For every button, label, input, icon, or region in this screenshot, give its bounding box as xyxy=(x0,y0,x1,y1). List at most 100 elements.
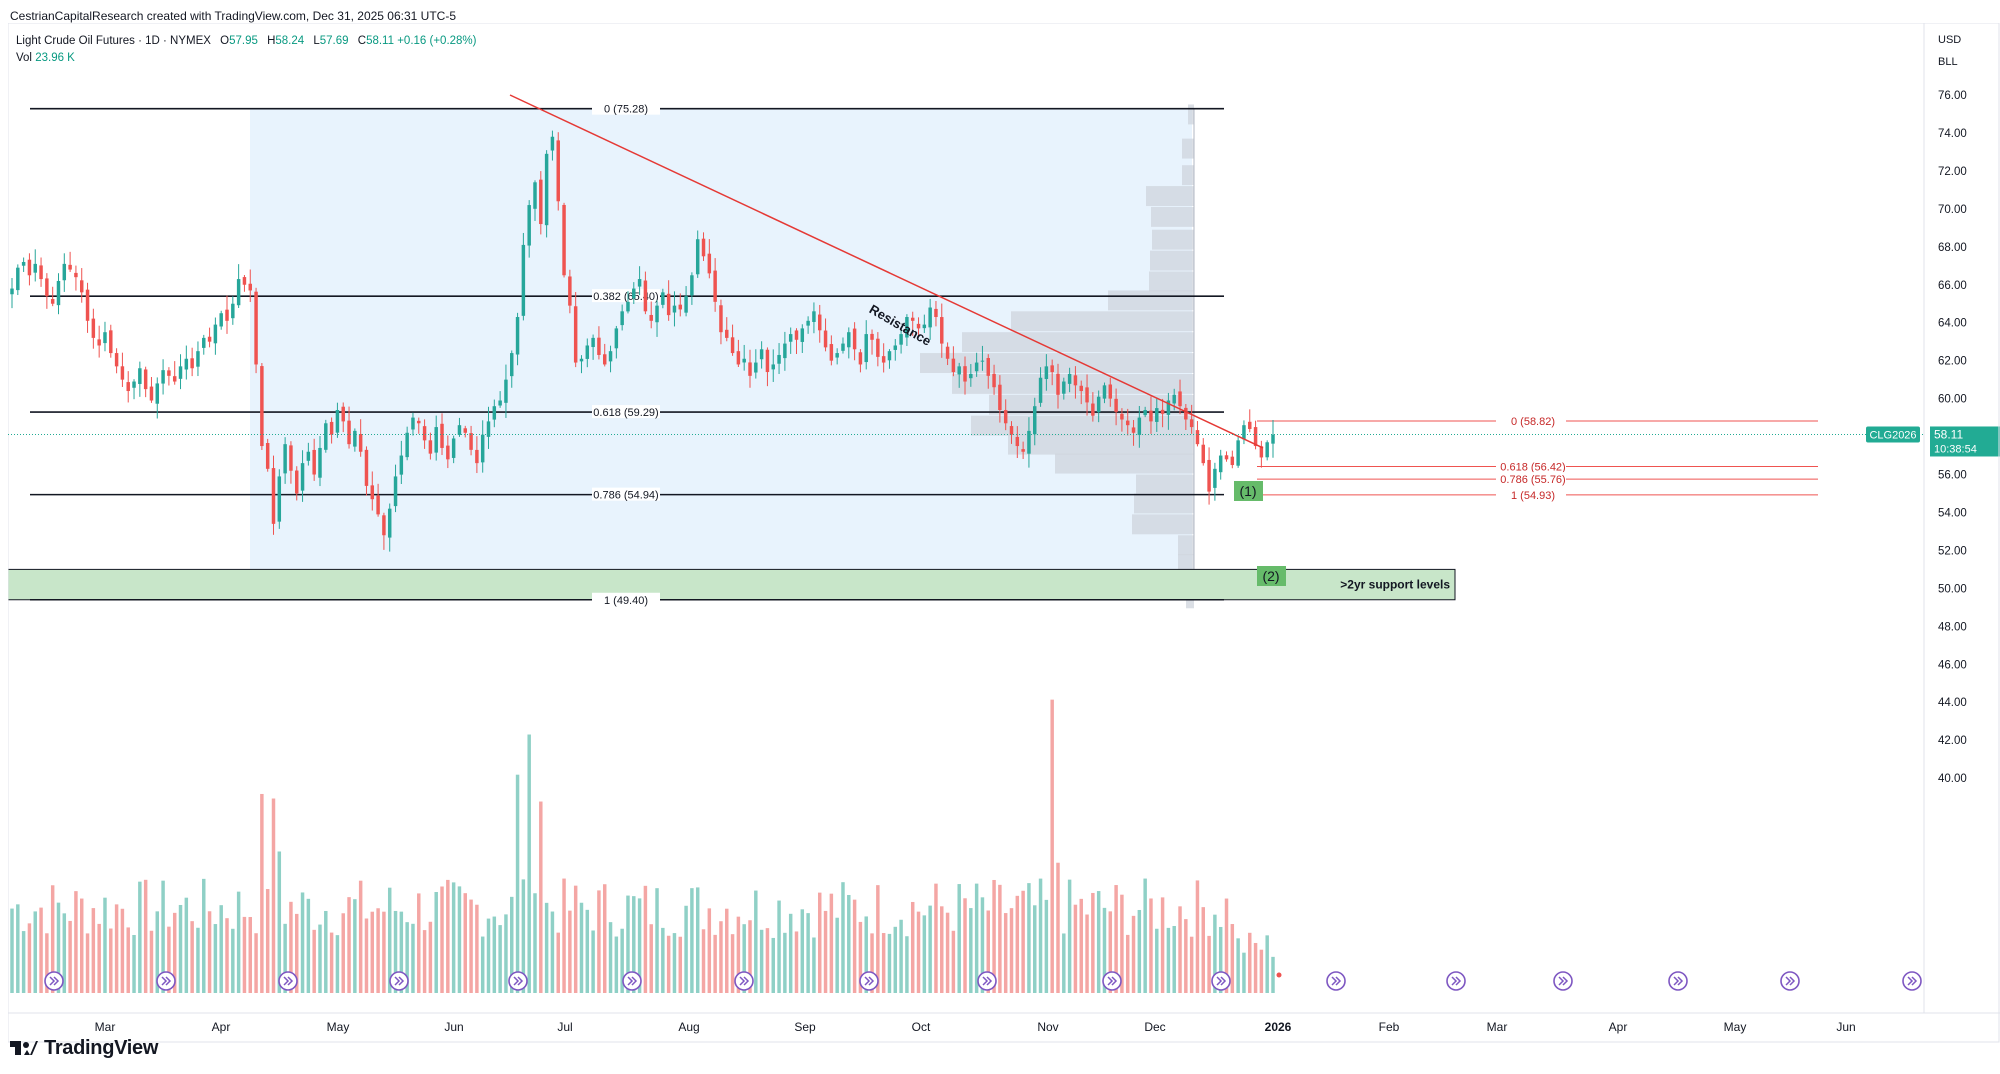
candle xyxy=(1137,417,1142,435)
volume-bar xyxy=(254,933,258,993)
candle xyxy=(1102,385,1107,399)
volume-bar xyxy=(399,911,404,993)
candle xyxy=(1050,365,1054,373)
candle xyxy=(730,337,735,354)
volume-bar xyxy=(1213,914,1217,993)
resistance-line xyxy=(509,94,1264,449)
tradingview-logo[interactable]: TradingView xyxy=(10,1035,158,1061)
candle xyxy=(1265,442,1269,458)
volume-bar xyxy=(10,908,14,993)
event-marker[interactable] xyxy=(508,971,528,991)
volume-profile-bar xyxy=(1178,535,1194,556)
volume-profile-bar xyxy=(1152,229,1194,250)
event-marker[interactable] xyxy=(1668,971,1688,991)
legend-volume-value: 23.96 K xyxy=(35,52,75,64)
candle xyxy=(777,354,781,364)
time-tick-label: Jun xyxy=(1836,1020,1855,1034)
event-marker[interactable] xyxy=(44,971,64,991)
volume-bar xyxy=(928,905,932,993)
event-marker[interactable] xyxy=(859,971,879,991)
volume-bar xyxy=(312,929,316,993)
price-tick-label: 60.00 xyxy=(1938,394,1967,406)
volume-bar xyxy=(1155,928,1159,993)
candle xyxy=(10,288,14,295)
event-marker[interactable] xyxy=(1902,971,1922,991)
candle xyxy=(957,366,961,375)
candle xyxy=(486,421,491,437)
candle xyxy=(1160,409,1165,414)
candle xyxy=(643,280,648,312)
volume-bar xyxy=(1189,936,1194,993)
candle xyxy=(283,444,287,474)
candle xyxy=(1125,420,1130,426)
legend-close-value: 58.11 xyxy=(366,35,394,47)
event-marker[interactable] xyxy=(734,971,754,991)
candle xyxy=(405,432,409,458)
volume-bar xyxy=(777,900,781,993)
candle xyxy=(754,362,758,373)
volume-bar xyxy=(713,934,717,993)
candle xyxy=(945,346,950,359)
time-tick-label: Sep xyxy=(794,1020,816,1034)
candle xyxy=(79,280,84,293)
volume-bar xyxy=(823,910,828,993)
event-marker[interactable] xyxy=(977,971,997,991)
volume-bar xyxy=(358,880,363,993)
candle xyxy=(742,358,746,363)
candle xyxy=(295,470,299,494)
wave-1-label: (1) xyxy=(1234,481,1263,501)
candle xyxy=(68,264,72,270)
event-marker-icon xyxy=(161,976,172,986)
annotations: (1) (2) xyxy=(1234,481,1286,586)
candle xyxy=(178,366,183,379)
event-marker-icon xyxy=(864,976,875,986)
price-tick-label: 74.00 xyxy=(1938,128,1967,140)
candle xyxy=(126,382,130,392)
candle xyxy=(620,311,624,326)
volume-bar xyxy=(428,921,433,993)
event-marker-icon xyxy=(1451,976,1462,986)
price-tick-label: 72.00 xyxy=(1938,166,1967,178)
price-chart[interactable]: >2yr support levels 0 (75.28) 0.382 (65.4… xyxy=(8,23,2000,1043)
candle xyxy=(469,433,473,450)
event-marker[interactable] xyxy=(1102,971,1122,991)
volume-bar xyxy=(1009,908,1014,993)
candle xyxy=(562,204,566,276)
price-tick-label: 54.00 xyxy=(1938,507,1967,519)
event-marker[interactable] xyxy=(1211,971,1231,991)
volume-bar xyxy=(568,910,572,993)
event-marker[interactable] xyxy=(156,971,176,991)
event-marker[interactable] xyxy=(622,971,642,991)
candle xyxy=(475,449,479,464)
event-marker[interactable] xyxy=(389,971,409,991)
candle xyxy=(213,324,218,344)
volume-bar xyxy=(21,931,26,993)
candle xyxy=(539,179,543,225)
volume-bar xyxy=(1166,927,1171,993)
event-marker[interactable] xyxy=(1446,971,1466,991)
volume-bar xyxy=(591,930,595,993)
volume-profile-bar xyxy=(1151,206,1194,227)
volume-bar xyxy=(910,901,915,993)
chart-area[interactable]: >2yr support levels 0 (75.28) 0.382 (65.4… xyxy=(8,23,2000,1043)
candle xyxy=(353,430,357,447)
candle xyxy=(376,495,380,515)
candle xyxy=(370,485,375,500)
event-marker[interactable] xyxy=(1780,971,1800,991)
event-marker[interactable] xyxy=(278,971,298,991)
candle xyxy=(202,337,206,348)
candle xyxy=(114,353,119,367)
volume-bar xyxy=(1044,899,1049,993)
fib-label-bg xyxy=(592,101,660,115)
event-marker[interactable] xyxy=(1326,971,1346,991)
volume-profile-bar xyxy=(1182,138,1194,159)
event-marker[interactable] xyxy=(1553,971,1573,991)
chart-credit: CestrianCapitalResearch created with Tra… xyxy=(10,9,457,23)
volume-bar xyxy=(422,930,427,993)
candle xyxy=(527,205,531,246)
event-marker-icon xyxy=(1558,976,1569,986)
volume-bar xyxy=(818,892,822,993)
candle xyxy=(109,330,113,354)
volume-bar xyxy=(236,891,241,993)
fib-retracement-small: 0 (58.82) 0.618 (56.42)0.786 (55.76) 1 (54… xyxy=(1257,414,1818,502)
